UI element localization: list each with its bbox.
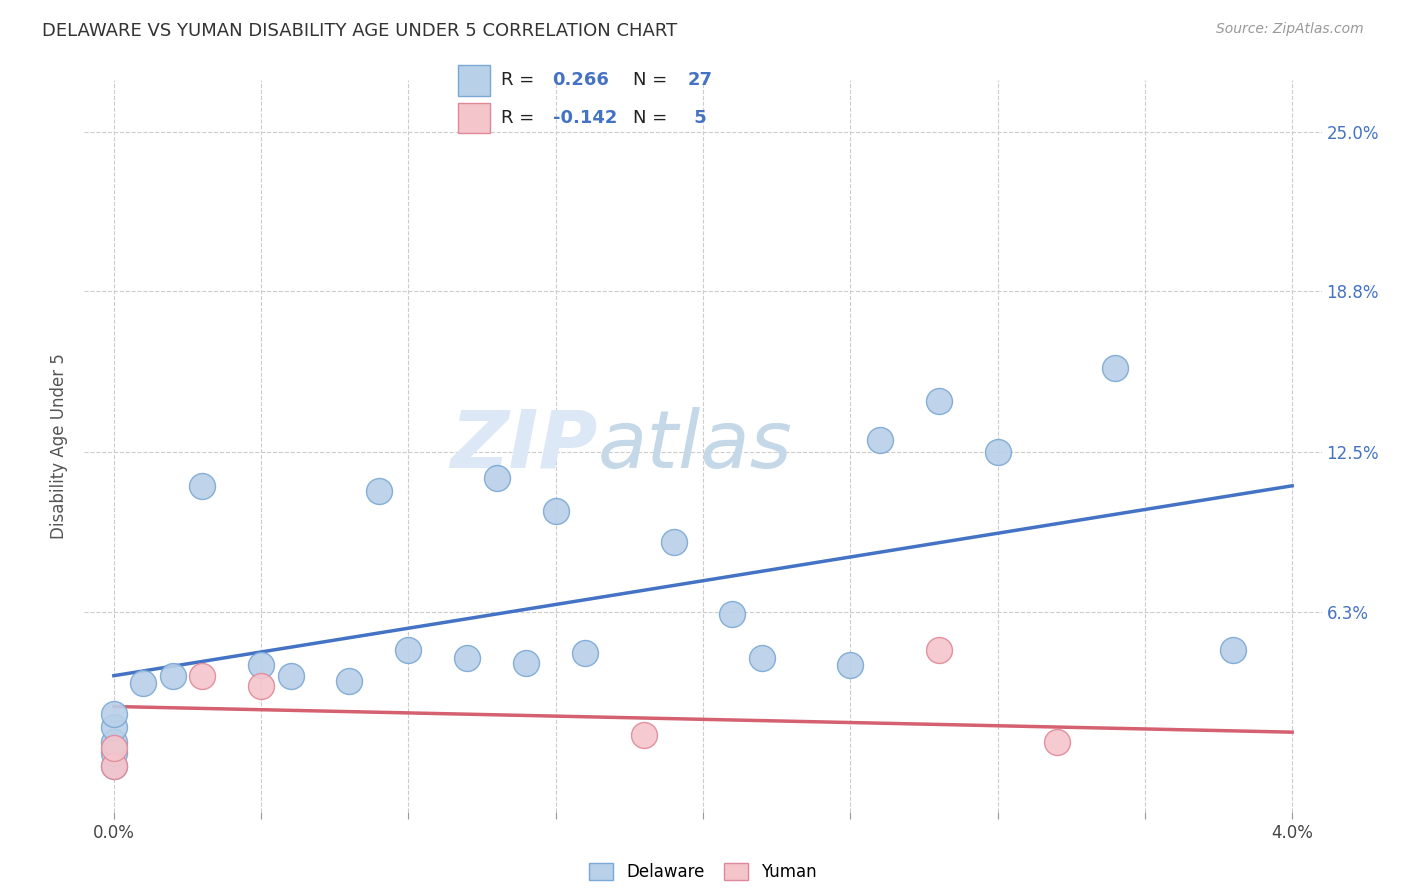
Text: DELAWARE VS YUMAN DISABILITY AGE UNDER 5 CORRELATION CHART: DELAWARE VS YUMAN DISABILITY AGE UNDER 5… <box>42 22 678 40</box>
Point <box>839 658 862 673</box>
Point <box>633 728 655 742</box>
Text: R =: R = <box>502 71 540 89</box>
Point <box>515 656 537 670</box>
Point <box>103 740 125 755</box>
Point <box>103 746 125 760</box>
Point <box>250 658 273 673</box>
Point <box>456 650 478 665</box>
Point <box>103 707 125 722</box>
Point <box>396 643 419 657</box>
Text: N =: N = <box>633 71 673 89</box>
Point <box>103 735 125 749</box>
Point <box>280 669 302 683</box>
Point <box>103 758 125 772</box>
Point <box>869 433 891 447</box>
Point <box>103 758 125 772</box>
Point <box>751 650 773 665</box>
Point <box>1222 643 1244 657</box>
Text: -0.142: -0.142 <box>553 109 617 128</box>
Text: 0.266: 0.266 <box>553 71 609 89</box>
Point <box>132 676 155 690</box>
Point <box>191 479 214 493</box>
Point <box>721 607 744 621</box>
Text: atlas: atlas <box>598 407 793 485</box>
Point <box>191 669 214 683</box>
Text: N =: N = <box>633 109 673 128</box>
Text: R =: R = <box>502 109 540 128</box>
Point <box>928 394 950 409</box>
Point <box>544 504 567 518</box>
FancyBboxPatch shape <box>457 103 491 134</box>
Point <box>1104 360 1126 375</box>
Point <box>250 679 273 693</box>
Legend: Delaware, Yuman: Delaware, Yuman <box>582 856 824 888</box>
Point <box>1045 735 1067 749</box>
Text: Source: ZipAtlas.com: Source: ZipAtlas.com <box>1216 22 1364 37</box>
Point <box>485 471 508 485</box>
Point <box>928 643 950 657</box>
FancyBboxPatch shape <box>457 65 491 95</box>
Text: ZIP: ZIP <box>450 407 598 485</box>
Point <box>368 483 391 498</box>
Point <box>987 445 1010 459</box>
Point <box>103 720 125 734</box>
Text: 27: 27 <box>688 71 713 89</box>
Point <box>662 535 685 549</box>
Point <box>339 673 361 688</box>
Point <box>162 669 184 683</box>
Y-axis label: Disability Age Under 5: Disability Age Under 5 <box>51 353 69 539</box>
Text: 5: 5 <box>688 109 707 128</box>
Point <box>574 646 596 660</box>
